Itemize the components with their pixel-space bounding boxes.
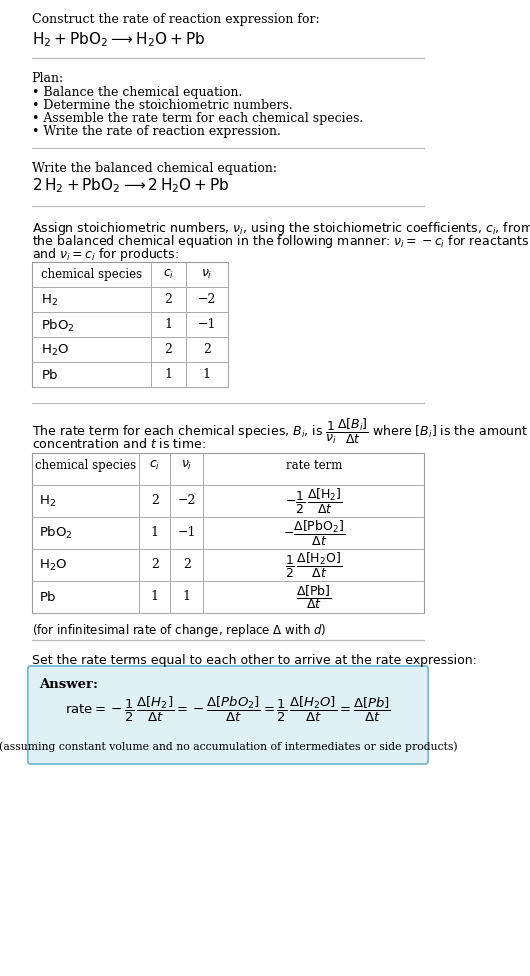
Text: Answer:: Answer:	[39, 678, 99, 691]
Text: Assign stoichiometric numbers, $\nu_i$, using the stoichiometric coefficients, $: Assign stoichiometric numbers, $\nu_i$, …	[32, 220, 530, 237]
Text: 1: 1	[164, 368, 172, 381]
Text: $\mathrm{PbO_2}$: $\mathrm{PbO_2}$	[39, 525, 73, 541]
Text: 2: 2	[164, 343, 172, 356]
Text: $\mathregular{H_2 + PbO_2 \longrightarrow H_2O + Pb}$: $\mathregular{H_2 + PbO_2 \longrightarro…	[32, 30, 205, 49]
Text: 1: 1	[164, 318, 172, 331]
Text: Plan:: Plan:	[32, 72, 64, 85]
Text: 2: 2	[183, 558, 191, 572]
Text: $\mathregular{2\,H_2 + PbO_2 \longrightarrow 2\,H_2O + Pb}$: $\mathregular{2\,H_2 + PbO_2 \longrighta…	[32, 176, 229, 194]
Text: 1: 1	[183, 590, 191, 603]
Text: the balanced chemical equation in the following manner: $\nu_i = -c_i$ for react: the balanced chemical equation in the fo…	[32, 233, 529, 250]
Text: • Balance the chemical equation.: • Balance the chemical equation.	[32, 86, 242, 99]
Text: chemical species: chemical species	[41, 268, 142, 281]
Text: −2: −2	[198, 293, 216, 306]
Text: $\mathrm{PbO_2}$: $\mathrm{PbO_2}$	[41, 318, 75, 334]
Bar	[32, 262, 228, 387]
Text: concentration and $t$ is time:: concentration and $t$ is time:	[32, 437, 206, 451]
Text: $\mathrm{Pb}$: $\mathrm{Pb}$	[41, 368, 59, 382]
Text: $\mathrm{H_2}$: $\mathrm{H_2}$	[41, 293, 58, 308]
Text: 1: 1	[151, 590, 159, 603]
Text: chemical species: chemical species	[35, 459, 136, 472]
Text: Write the balanced chemical equation:: Write the balanced chemical equation:	[32, 162, 277, 175]
Text: $c_i$: $c_i$	[163, 268, 174, 281]
Text: $\mathrm{H_2}$: $\mathrm{H_2}$	[39, 494, 56, 508]
Text: (assuming constant volume and no accumulation of intermediates or side products): (assuming constant volume and no accumul…	[0, 741, 457, 752]
Text: and $\nu_i = c_i$ for products:: and $\nu_i = c_i$ for products:	[32, 246, 179, 263]
Text: −1: −1	[198, 318, 216, 331]
Text: 1: 1	[151, 526, 159, 540]
Text: $\nu_i$: $\nu_i$	[181, 459, 192, 472]
Text: $\dfrac{\Delta[\mathrm{Pb}]}{\Delta t}$: $\dfrac{\Delta[\mathrm{Pb}]}{\Delta t}$	[296, 583, 332, 611]
Text: $c_i$: $c_i$	[149, 459, 161, 472]
Text: $\mathrm{H_2O}$: $\mathrm{H_2O}$	[39, 557, 67, 573]
Text: Set the rate terms equal to each other to arrive at the rate expression:: Set the rate terms equal to each other t…	[32, 654, 476, 667]
Text: 2: 2	[151, 495, 159, 508]
Text: 1: 1	[203, 368, 211, 381]
FancyBboxPatch shape	[28, 666, 428, 764]
Text: $-\dfrac{1}{2}\,\dfrac{\Delta[\mathrm{H_2}]}{\Delta t}$: $-\dfrac{1}{2}\,\dfrac{\Delta[\mathrm{H_…	[285, 487, 343, 516]
Text: $\mathrm{Pb}$: $\mathrm{Pb}$	[39, 590, 57, 604]
Text: • Assemble the rate term for each chemical species.: • Assemble the rate term for each chemic…	[32, 112, 363, 125]
Text: 2: 2	[151, 558, 159, 572]
Text: $\nu_i$: $\nu_i$	[201, 268, 213, 281]
Text: 2: 2	[164, 293, 172, 306]
Text: The rate term for each chemical species, $B_i$, is $\dfrac{1}{\nu_i}\dfrac{\Delt: The rate term for each chemical species,…	[32, 417, 528, 446]
Text: rate term: rate term	[286, 459, 342, 472]
Bar	[32, 453, 424, 613]
Text: −1: −1	[178, 526, 196, 540]
Text: $\dfrac{1}{2}\,\dfrac{\Delta[\mathrm{H_2O}]}{\Delta t}$: $\dfrac{1}{2}\,\dfrac{\Delta[\mathrm{H_2…	[285, 551, 342, 580]
Text: 2: 2	[203, 343, 211, 356]
Text: • Write the rate of reaction expression.: • Write the rate of reaction expression.	[32, 125, 280, 138]
Text: $-\dfrac{\Delta[\mathrm{PbO_2}]}{\Delta t}$: $-\dfrac{\Delta[\mathrm{PbO_2}]}{\Delta …	[282, 519, 345, 548]
Text: −2: −2	[178, 495, 196, 508]
Text: (for infinitesimal rate of change, replace $\Delta$ with $d$): (for infinitesimal rate of change, repla…	[32, 622, 326, 639]
Text: $\mathrm{rate} = -\dfrac{1}{2}\,\dfrac{\Delta[H_2]}{\Delta t} = -\dfrac{\Delta[P: $\mathrm{rate} = -\dfrac{1}{2}\,\dfrac{\…	[65, 695, 391, 724]
Text: $\mathrm{H_2O}$: $\mathrm{H_2O}$	[41, 343, 69, 358]
Text: • Determine the stoichiometric numbers.: • Determine the stoichiometric numbers.	[32, 99, 293, 112]
Text: Construct the rate of reaction expression for:: Construct the rate of reaction expressio…	[32, 13, 319, 26]
